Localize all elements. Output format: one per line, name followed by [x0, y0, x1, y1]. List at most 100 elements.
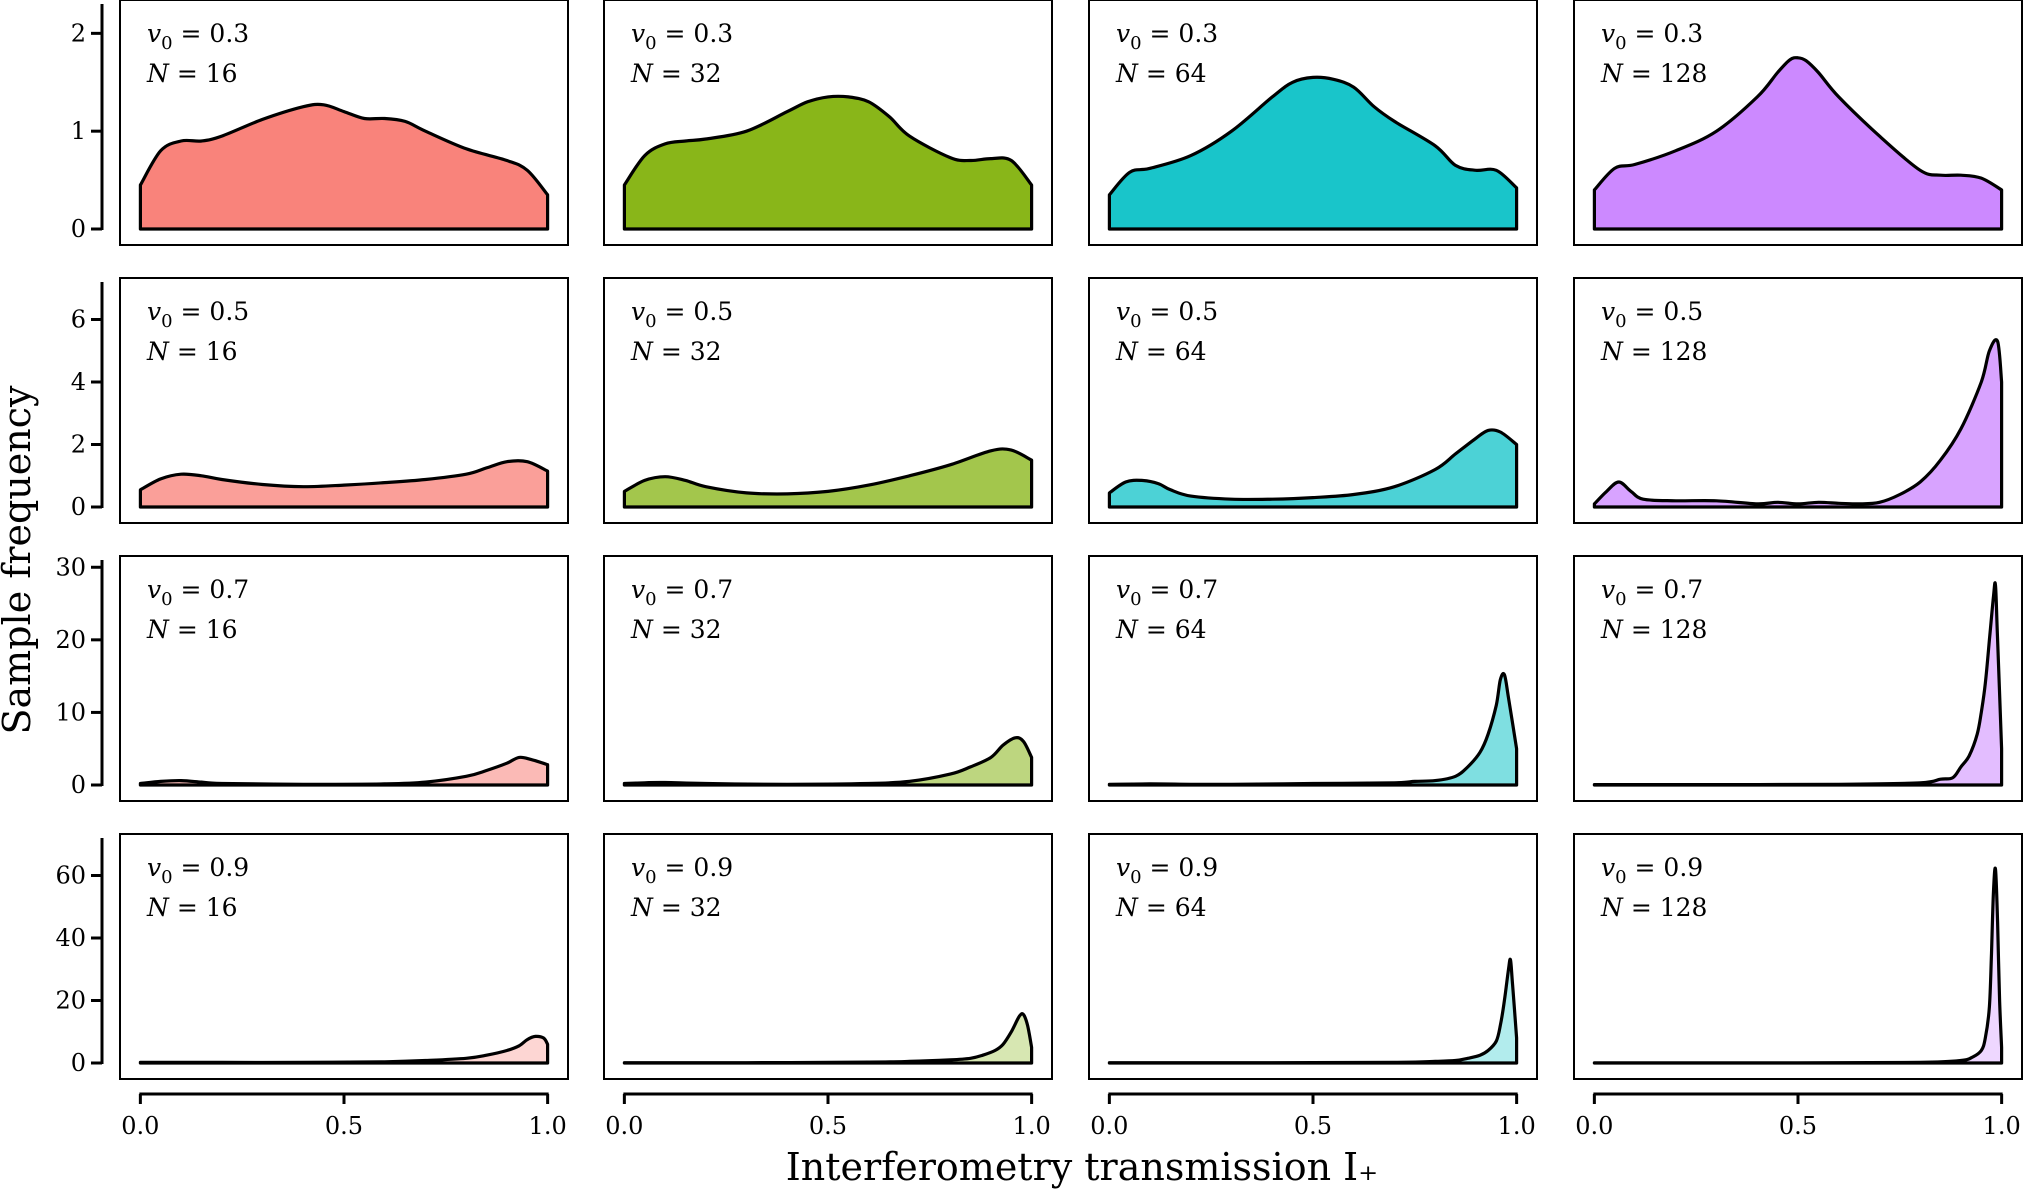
- y-tick-label: 2: [71, 431, 86, 459]
- panel-v0-0.3-n-16: v0 = 0.3 N = 16: [119, 0, 569, 246]
- panel-frame: [119, 555, 569, 802]
- x-tick-label: 1.0: [1013, 1112, 1051, 1140]
- panel-v0-0.5-n-16: v0 = 0.5 N = 16: [119, 277, 569, 524]
- panel-row-v0-0.5: 0 2 4 6 v0 = 0.5 N = 16 v0 = 0.5 N = 32 v0 = 0.5…: [71, 277, 2023, 524]
- panel-frame: [1573, 555, 2023, 802]
- y-tick-label: 1: [71, 117, 86, 145]
- panels: 0 1 2 v0 = 0.3 N = 16 v0 = 0.3 N = 32 v0 = 0.3 N…: [55, 0, 2023, 1080]
- panel-v0-0.9-n-64: v0 = 0.9 N = 64: [1088, 833, 1538, 1080]
- v0-annotation: v0 = 0.3: [1601, 19, 1703, 54]
- density-area: [138, 1034, 550, 1065]
- panel-v0-0.7-n-128: v0 = 0.7 N = 128: [1573, 555, 2023, 802]
- x-tick-label: 0.0: [1090, 1112, 1128, 1140]
- n-annotation: N = 16: [146, 59, 238, 88]
- panel-v0-0.7-n-64: v0 = 0.7 N = 64: [1088, 555, 1538, 802]
- density-area: [622, 736, 1034, 787]
- panel-v0-0.5-n-128: v0 = 0.5 N = 128: [1573, 277, 2023, 524]
- density-area: [1592, 866, 2004, 1065]
- x-tick-label: 1.0: [1498, 1112, 1536, 1140]
- panel-v0-0.7-n-16: v0 = 0.7 N = 16: [119, 555, 569, 802]
- v0-annotation: v0 = 0.3: [631, 19, 733, 54]
- x-tick-label: 0.5: [325, 1112, 363, 1140]
- y-tick-label: 0: [71, 493, 86, 521]
- x-tick-label: 0.0: [605, 1112, 643, 1140]
- v0-annotation: v0 = 0.7: [1116, 575, 1218, 610]
- n-annotation: N = 32: [630, 893, 722, 922]
- v0-annotation: v0 = 0.5: [1116, 297, 1218, 332]
- x-tick-label: 0.0: [1575, 1112, 1613, 1140]
- v0-annotation: v0 = 0.9: [1116, 853, 1218, 888]
- x-tick-label: 0.5: [1294, 1112, 1332, 1140]
- panel-frame: [603, 833, 1053, 1080]
- n-annotation: N = 32: [630, 337, 722, 366]
- v0-annotation: v0 = 0.3: [1116, 19, 1218, 54]
- density-area: [622, 447, 1034, 509]
- x-axis-title: Interferometry transmission I₊: [786, 1145, 1378, 1189]
- panel-row-v0-0.3: 0 1 2 v0 = 0.3 N = 16 v0 = 0.3 N = 32 v0 = 0.3 N…: [71, 0, 2023, 246]
- panel-frame: [1573, 833, 2023, 1080]
- n-annotation: N = 16: [146, 337, 238, 366]
- panel-frame: [603, 555, 1053, 802]
- y-tick-label: 30: [55, 553, 86, 581]
- n-annotation: N = 128: [1600, 59, 1707, 88]
- x-tick-label: 1.0: [529, 1112, 567, 1140]
- y-tick-label: 20: [55, 987, 86, 1015]
- x-tick-label: 0.5: [809, 1112, 847, 1140]
- n-annotation: N = 32: [630, 59, 722, 88]
- panel-v0-0.9-n-32: v0 = 0.9 N = 32: [603, 833, 1053, 1080]
- panel-v0-0.9-n-16: v0 = 0.9 N = 16: [119, 833, 569, 1080]
- panel-v0-0.7-n-32: v0 = 0.7 N = 32: [603, 555, 1053, 802]
- panel-frame: [1088, 555, 1538, 802]
- y-tick-label: 6: [71, 306, 86, 334]
- x-tick-label: 0.5: [1779, 1112, 1817, 1140]
- n-annotation: N = 128: [1600, 615, 1707, 644]
- density-area: [1107, 957, 1519, 1065]
- density-area: [1592, 56, 2004, 231]
- v0-annotation: v0 = 0.7: [147, 575, 249, 610]
- v0-annotation: v0 = 0.9: [147, 853, 249, 888]
- density-area: [622, 94, 1034, 231]
- density-area: [1107, 671, 1519, 787]
- x-axis-n-32: 0.0 0.5 1.0: [605, 1092, 1051, 1140]
- v0-annotation: v0 = 0.5: [631, 297, 733, 332]
- panel-frame: [119, 833, 569, 1080]
- n-annotation: N = 32: [630, 615, 722, 644]
- density-area: [138, 102, 550, 231]
- x-axis-n-64: 0.0 0.5 1.0: [1090, 1092, 1536, 1140]
- density-area: [1107, 75, 1519, 231]
- v0-annotation: v0 = 0.3: [147, 19, 249, 54]
- density-area: [622, 1012, 1034, 1065]
- density-area: [138, 459, 550, 509]
- v0-annotation: v0 = 0.7: [631, 575, 733, 610]
- y-tick-label: 4: [71, 368, 86, 396]
- n-annotation: N = 16: [146, 615, 238, 644]
- y-tick-label: 0: [71, 1049, 86, 1077]
- v0-annotation: v0 = 0.5: [1601, 297, 1703, 332]
- x-tick-label: 0.0: [121, 1112, 159, 1140]
- x-tick-label: 1.0: [1983, 1112, 2021, 1140]
- density-area: [1592, 581, 2004, 787]
- v0-annotation: v0 = 0.5: [147, 297, 249, 332]
- x-axis-n-128: 0.0 0.5 1.0: [1575, 1092, 2021, 1140]
- n-annotation: N = 64: [1115, 615, 1207, 644]
- y-tick-label: 2: [71, 19, 86, 47]
- density-area: [1592, 338, 2004, 509]
- y-tick-label: 10: [55, 698, 86, 726]
- v0-annotation: v0 = 0.9: [1601, 853, 1703, 888]
- panel-v0-0.9-n-128: v0 = 0.9 N = 128: [1573, 833, 2023, 1080]
- y-axis-title: Sample frequency: [0, 385, 39, 735]
- panel-v0-0.3-n-32: v0 = 0.3 N = 32: [603, 0, 1053, 246]
- v0-annotation: v0 = 0.9: [631, 853, 733, 888]
- density-area: [138, 755, 550, 787]
- panel-v0-0.5-n-64: v0 = 0.5 N = 64: [1088, 277, 1538, 524]
- density-area: [1107, 428, 1519, 509]
- v0-annotation: v0 = 0.7: [1601, 575, 1703, 610]
- n-annotation: N = 64: [1115, 337, 1207, 366]
- panel-v0-0.3-n-128: v0 = 0.3 N = 128: [1573, 0, 2023, 246]
- n-annotation: N = 64: [1115, 893, 1207, 922]
- n-annotation: N = 64: [1115, 59, 1207, 88]
- panel-frame: [1088, 833, 1538, 1080]
